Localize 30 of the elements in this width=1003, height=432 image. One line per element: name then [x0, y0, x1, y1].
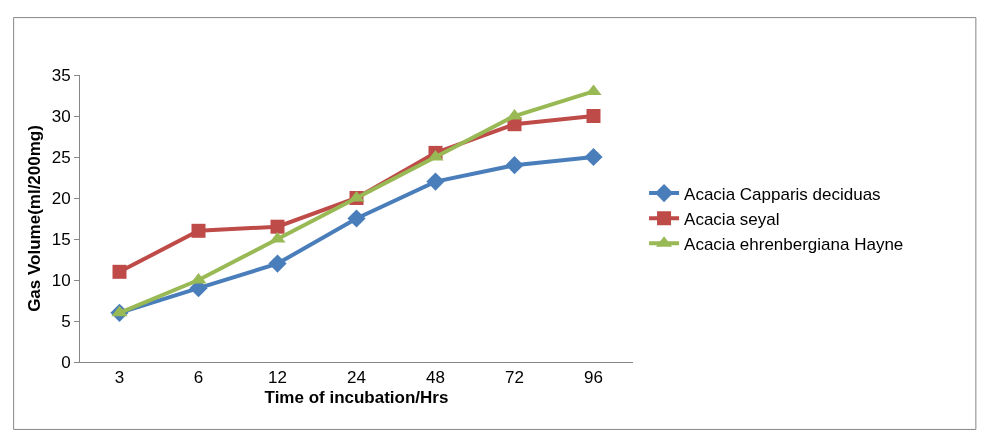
point — [270, 219, 285, 234]
point — [586, 109, 601, 123]
x-tick-label: 96 — [584, 368, 603, 388]
y-tick-label: 0 — [61, 352, 71, 372]
legend-label: Acacia ehrenbergiana Hayne — [684, 234, 904, 254]
y-axis-title: Gas Volume(ml/200mg) — [25, 125, 45, 312]
y-tick-label: 25 — [51, 147, 71, 167]
x-tick-label: 72 — [505, 368, 524, 388]
y-tick-label: 35 — [51, 65, 71, 85]
point — [268, 254, 287, 273]
x-tick-label: 12 — [268, 368, 287, 388]
x-tick-label: 24 — [347, 368, 366, 388]
x-tick-label: 6 — [193, 368, 204, 388]
point — [584, 147, 603, 167]
y-tick-label: 5 — [61, 311, 71, 331]
point — [112, 264, 127, 279]
x-axis-title: Time of incubation/Hrs — [264, 387, 449, 407]
x-tick-label: 3 — [114, 368, 125, 388]
legend-label: Acacia seyal — [684, 209, 780, 229]
legend-label: Acacia Capparis deciduas — [684, 184, 881, 204]
y-tick-label: 20 — [51, 188, 71, 208]
point — [505, 156, 524, 175]
point — [347, 209, 366, 228]
y-tick-label: 30 — [51, 106, 71, 126]
point — [426, 172, 445, 191]
point — [111, 305, 128, 317]
x-tick-label: 48 — [426, 368, 445, 388]
point — [191, 223, 206, 238]
y-tick-label: 10 — [51, 270, 71, 290]
y-tick-label: 15 — [51, 229, 71, 249]
